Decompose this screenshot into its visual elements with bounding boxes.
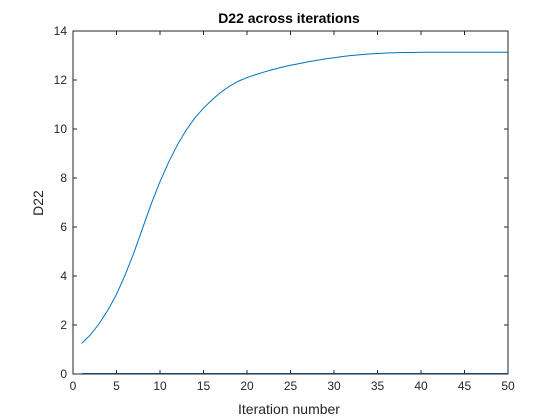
x-tick-label: 5 [113,379,120,393]
y-tick-label: 14 [54,24,68,38]
x-tick-label: 10 [153,379,167,393]
x-tick-label: 25 [284,379,298,393]
y-tick-label: 0 [60,367,67,381]
y-tick-label: 4 [60,269,67,283]
x-tick-label: 45 [458,379,472,393]
series-line-1 [81,51,508,344]
y-axis-label: D22 [30,190,46,216]
y-tick-label: 12 [54,73,68,87]
x-tick-label: 35 [371,379,385,393]
y-tick-label: 2 [60,318,67,332]
chart-title: D22 across iterations [218,10,360,26]
y-tick-label: 10 [54,122,68,136]
y-tick-label: 6 [60,220,67,234]
axes-box [72,30,509,375]
x-tick-label: 0 [70,379,77,393]
x-tick-label: 50 [501,379,515,393]
x-tick-label: 15 [197,379,211,393]
x-axis-label: Iteration number [238,401,340,417]
y-tick-label: 8 [60,171,67,185]
x-tick-label: 30 [327,379,341,393]
x-tick-label: 20 [240,379,254,393]
x-tick-label: 40 [414,379,428,393]
